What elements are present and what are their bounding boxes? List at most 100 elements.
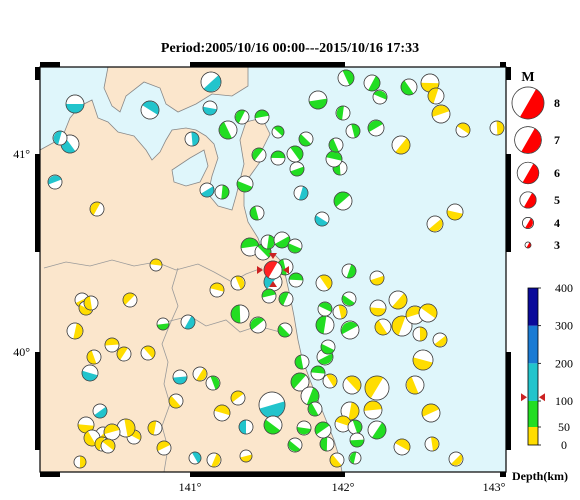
event-symbol [455,122,471,138]
event-symbol [332,304,348,320]
event-symbol [104,337,120,353]
frame-tick-segment [35,67,40,80]
frame-tick-segment [40,62,60,67]
frame-tick-segment [35,352,40,450]
event-symbol [254,109,270,125]
depth-band [528,363,538,401]
event-symbol [239,449,253,463]
event-symbol [172,369,188,385]
event-symbol [333,191,353,211]
event-symbol [156,440,172,456]
event-symbol [271,125,285,139]
event-symbol [421,403,441,423]
event-symbol [424,436,440,452]
depth-tick-label: 50 [558,420,570,434]
depth-band [528,401,538,427]
event-symbol [412,326,428,342]
event-symbol [236,175,254,193]
event-symbol [200,71,222,93]
event-symbol [149,258,163,272]
event-symbol [249,205,265,221]
magnitude-legend-symbol [524,241,532,249]
magnitude-legend-label: 8 [554,96,560,110]
event-symbol [260,234,276,250]
event-symbol [278,291,294,307]
event-symbol [261,288,277,304]
event-symbol [315,274,333,292]
event-symbol [122,292,138,308]
event-symbol [374,318,392,336]
event-symbol [293,185,309,201]
event-symbol [218,120,238,140]
event-symbol [308,90,328,110]
event-symbol [329,452,345,468]
event-symbol [300,386,320,406]
frame-tick-segment [506,352,511,450]
event-symbol [340,320,360,340]
event-symbol [328,137,344,153]
highlighted-event [257,253,289,287]
event-symbol [367,420,387,440]
event-symbol [446,203,464,221]
event-symbol [240,237,260,257]
event-symbol [426,215,444,233]
event-symbol [412,349,434,371]
event-symbol [325,150,343,168]
magnitude-legend-symbol [516,161,540,185]
highlight-arrow-bottom [269,281,277,287]
event-symbol [342,375,362,395]
highlight-arrow-top [269,253,277,259]
event-symbol [192,366,208,382]
event-symbol [205,375,221,391]
magnitude-legend-label: 5 [554,193,560,207]
event-symbol [289,161,305,177]
magnitude-legend-label: 7 [554,133,560,147]
event-symbol [427,87,445,105]
event-symbol [391,135,411,155]
event-symbol [66,322,84,340]
lat-tick-label: 41° [13,147,30,161]
event-symbol [405,375,425,395]
event-symbol [199,182,215,198]
lat-tick-label: 40° [13,345,30,359]
frame-tick-segment [506,67,511,80]
event-symbol [116,346,132,362]
event-symbol [348,451,362,465]
event-symbol [202,100,218,116]
frame-tick-segment [35,154,40,252]
lon-tick-label: 142° [332,480,355,494]
depth-tick-label: 0 [561,438,567,452]
event-symbol [489,120,505,136]
event-symbol [47,174,63,190]
event-symbol [431,104,451,124]
event-symbol [214,184,230,200]
magnitude-legend-label: 3 [554,238,560,252]
event-symbol [369,299,387,317]
event-symbol [249,316,267,334]
frame-tick-segment [190,472,345,477]
event-symbol [369,270,385,286]
honshu-land [40,99,343,472]
depth-tick-label: 200 [555,356,573,370]
depth-scale-border [527,287,539,446]
frame-tick-segment [500,62,506,67]
event-symbol [81,364,99,382]
depth-band [528,427,538,445]
magnitude-legend: M 8 7 6 5 4 3 [511,70,560,252]
event-symbol [288,272,304,288]
event-symbol [393,438,411,456]
event-symbol [314,421,332,439]
lon-tick-label: 141° [179,480,202,494]
magnitude-legend-label: 6 [554,166,560,180]
event-symbol [310,365,326,381]
period-title: Period:2005/10/16 00:00---2015/10/16 17:… [160,41,420,56]
event-symbol [213,404,231,422]
event-symbol [372,89,388,105]
event-symbol [184,131,200,147]
magnitude-legend-symbol [522,217,534,229]
frame-tick-segment [190,62,345,67]
event-symbol [307,401,323,417]
event-symbol [140,345,156,361]
